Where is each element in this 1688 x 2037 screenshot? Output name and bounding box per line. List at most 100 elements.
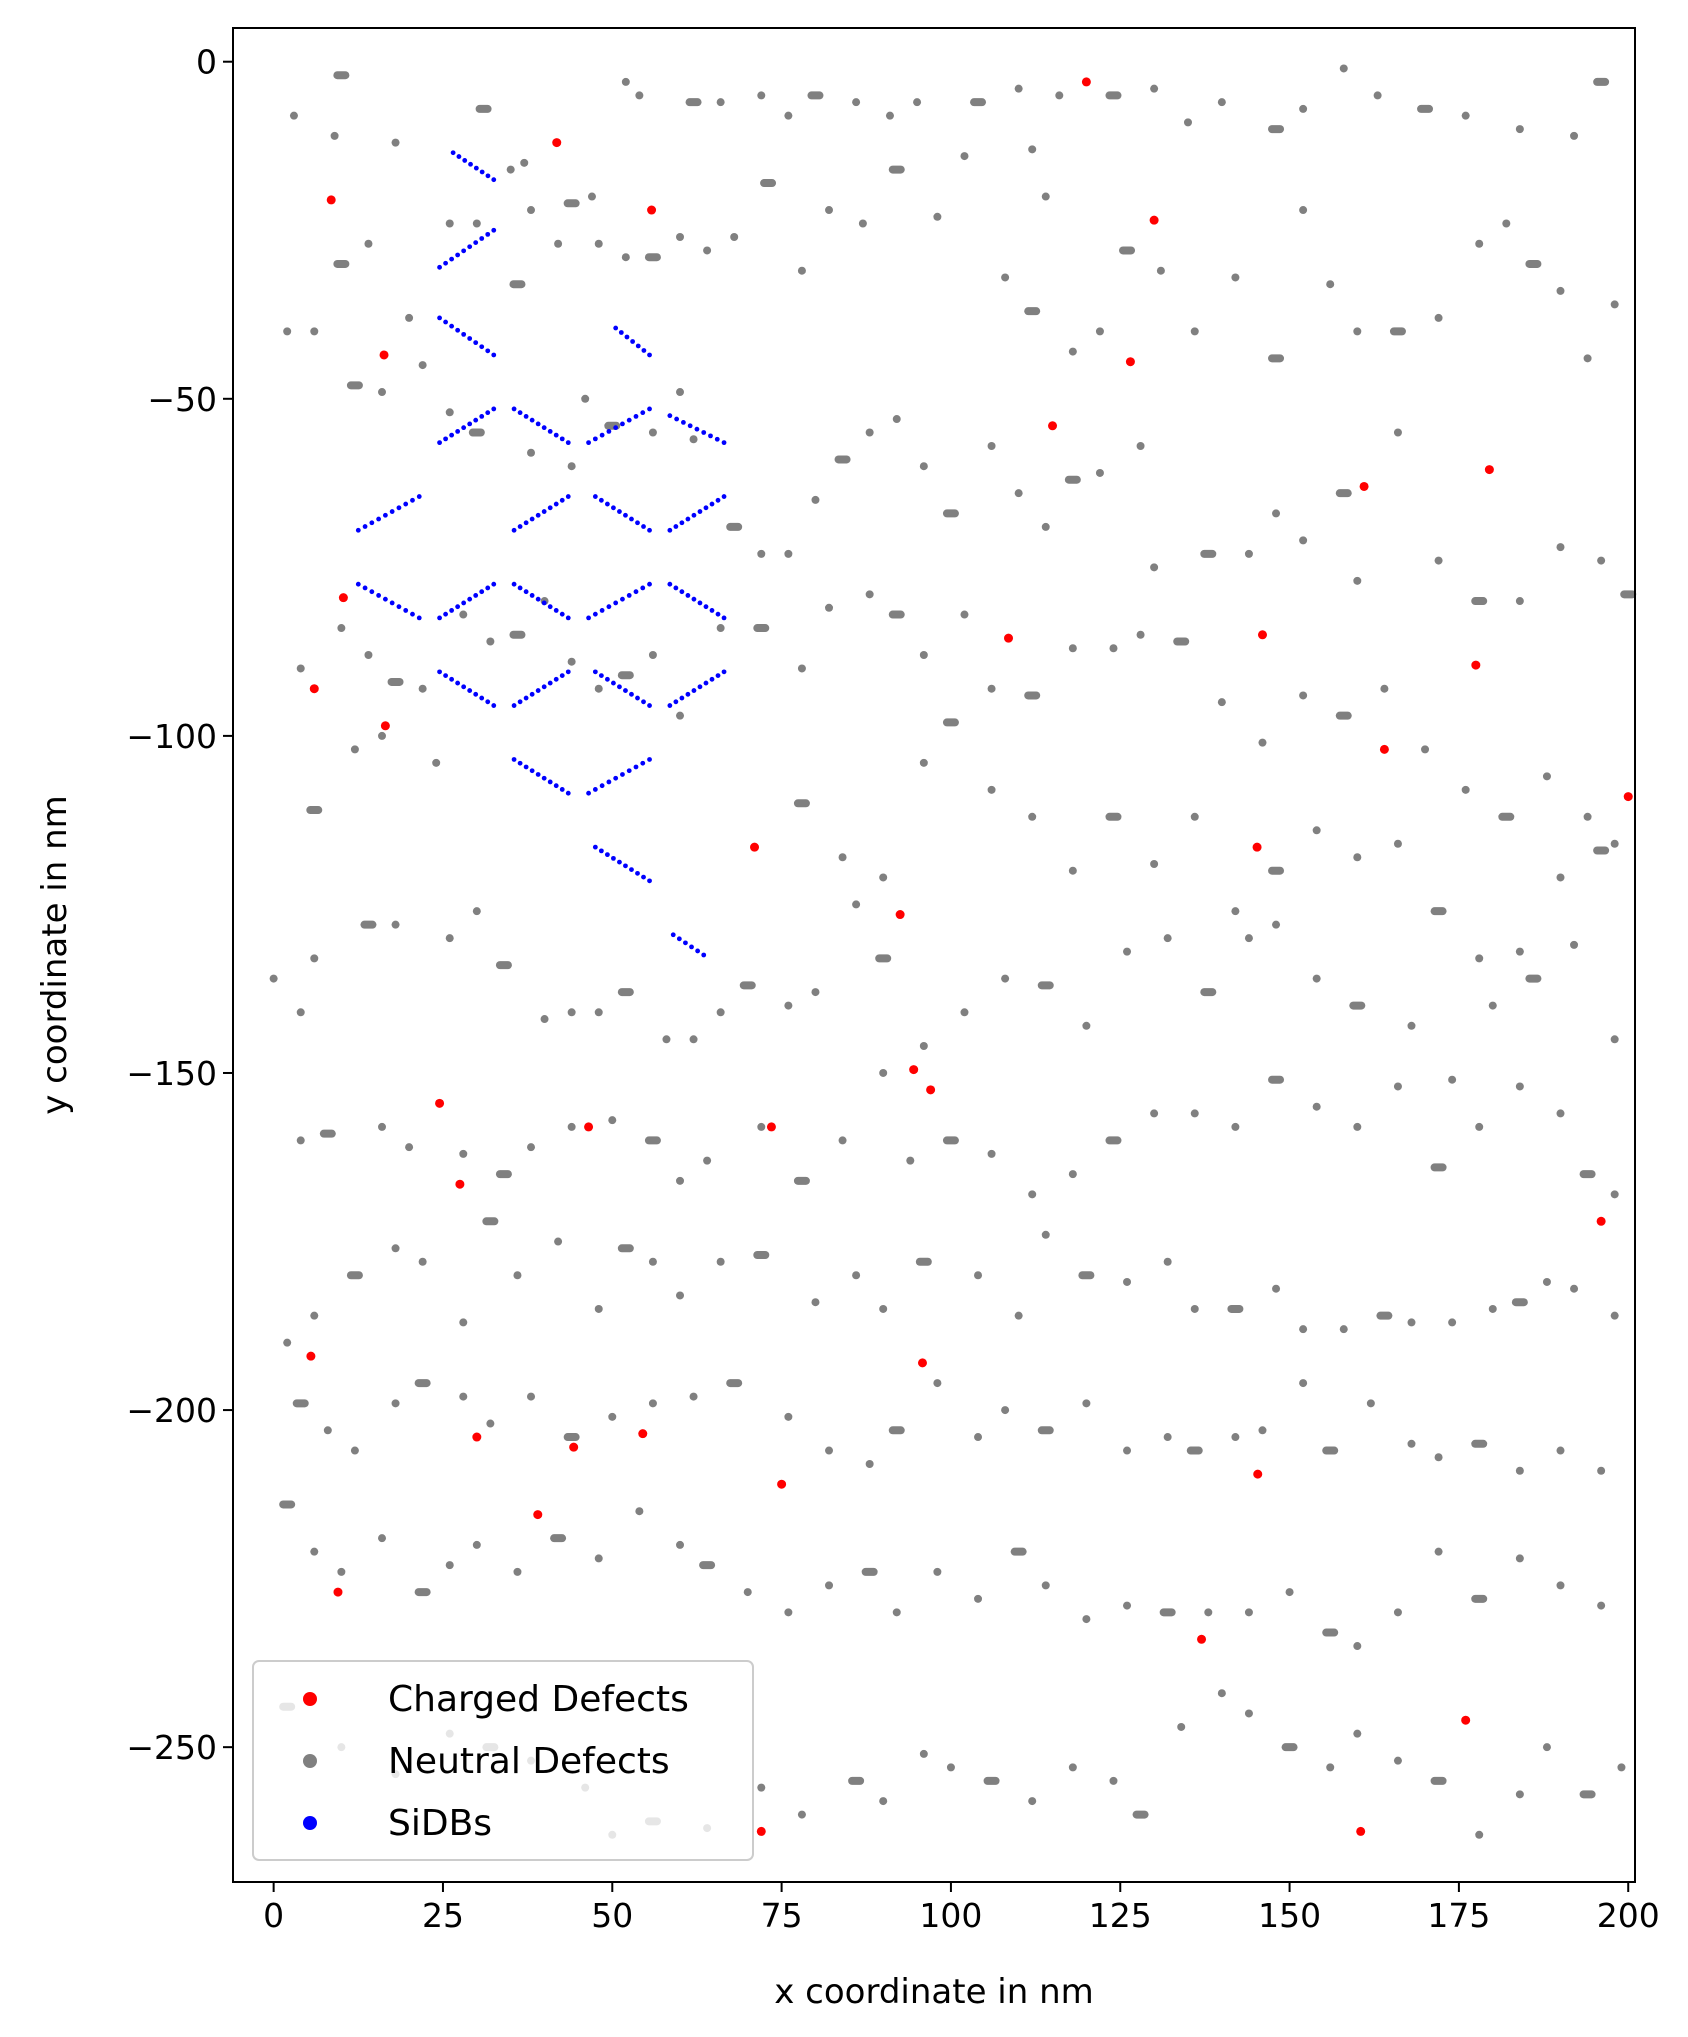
sidb-point	[468, 161, 473, 167]
neutral-defect-point	[1156, 266, 1165, 275]
neutral-defect-point	[1068, 1170, 1077, 1179]
sidb-point	[535, 596, 541, 602]
neutral-defect-point	[337, 1567, 346, 1576]
neutral-defect-point	[784, 1412, 793, 1421]
sidb-point	[461, 331, 467, 337]
neutral-defect-point	[1322, 1446, 1339, 1455]
neutral-defect-point	[879, 873, 888, 882]
charged-defect-point	[379, 350, 389, 360]
sidb-point	[529, 768, 535, 774]
sidb-point	[473, 417, 479, 423]
neutral-defect-point	[662, 1035, 671, 1044]
sidb-point	[517, 585, 523, 591]
neutral-defect-point	[527, 206, 536, 215]
neutral-defect-point	[1272, 1284, 1281, 1293]
charged-defect-point	[455, 1179, 465, 1189]
charged-defect-point	[1253, 1469, 1263, 1479]
sidb-point	[703, 680, 709, 686]
neutral-defect-point	[1231, 1433, 1240, 1442]
neutral-defect-point	[726, 522, 743, 531]
sidb-point	[691, 596, 697, 602]
neutral-defect-point	[495, 1170, 512, 1179]
neutral-defect-point	[974, 1271, 983, 1280]
neutral-defect-point	[1322, 1628, 1339, 1637]
neutral-defect-point	[784, 1001, 793, 1010]
sidb-point	[626, 593, 632, 598]
neutral-defect-point	[784, 549, 793, 558]
neutral-defect-point	[1326, 280, 1335, 289]
neutral-defect-point	[942, 1136, 959, 1145]
neutral-defect-point	[1014, 84, 1023, 93]
neutral-defect-point	[1610, 1190, 1619, 1199]
neutral-defect-point	[865, 1460, 874, 1469]
neutral-defect-point	[648, 428, 657, 437]
sidb-point	[559, 497, 565, 503]
neutral-defect-point	[676, 1291, 685, 1300]
sidb-point	[491, 703, 497, 708]
neutral-defect-point	[852, 900, 861, 909]
sidb-point	[629, 691, 634, 697]
neutral-defect-point	[1475, 239, 1484, 248]
sidb-point	[485, 699, 491, 705]
neutral-defect-point	[1471, 597, 1488, 606]
sidb-point	[437, 615, 442, 621]
neutral-defect-point	[1393, 1756, 1402, 1765]
neutral-defect-point	[418, 1257, 427, 1266]
charged-defect-point	[1149, 215, 1159, 225]
neutral-defect-point	[1393, 1082, 1402, 1091]
sidb-point	[611, 505, 616, 511]
neutral-defect-point	[445, 1561, 454, 1570]
neutral-defect-point	[1028, 145, 1037, 154]
neutral-defect-point	[472, 907, 481, 916]
neutral-defect-point	[414, 1379, 431, 1388]
neutral-defect-point	[1204, 1608, 1213, 1617]
neutral-defect-point	[1109, 1776, 1118, 1785]
neutral-defect-point	[1150, 859, 1159, 868]
neutral-defect-point	[1227, 1304, 1244, 1313]
sidb-point	[611, 855, 616, 861]
neutral-defect-point	[279, 1500, 296, 1509]
sidb-point	[630, 339, 636, 344]
sidb-point	[462, 158, 468, 163]
sidb-point	[604, 501, 610, 507]
sidb-point	[714, 436, 720, 442]
x-tick-label: 125	[1089, 1896, 1152, 1935]
charged-defect-point	[1197, 1634, 1207, 1644]
neutral-defect-point	[1105, 91, 1122, 100]
neutral-defect-point	[296, 664, 305, 673]
sidb-point	[611, 680, 616, 686]
neutral-defect-point	[1312, 974, 1321, 983]
sidb-point	[641, 348, 647, 353]
neutral-defect-point	[346, 1271, 363, 1280]
sidb-point	[695, 948, 701, 954]
neutral-defect-point	[1299, 1379, 1308, 1388]
neutral-defect-point	[360, 920, 377, 929]
sidb-point	[523, 520, 529, 526]
neutral-defect-point	[1041, 522, 1050, 531]
neutral-defect-point	[1217, 1689, 1226, 1698]
neutral-defect-point	[594, 1008, 603, 1017]
sidb-point	[618, 330, 624, 335]
neutral-defect-point	[1299, 691, 1308, 700]
neutral-defect-point	[1349, 1001, 1366, 1010]
neutral-defect-point	[757, 91, 766, 100]
sidb-point	[703, 604, 709, 610]
sidb-point	[529, 691, 535, 697]
sidbs-layer	[355, 150, 727, 958]
sidb-point	[450, 150, 456, 156]
sidb-point	[455, 327, 461, 333]
neutral-defect-point	[1579, 1170, 1596, 1179]
neutral-defect-point	[1078, 1271, 1095, 1280]
neutral-defect-point	[472, 1540, 481, 1549]
neutral-defect-point	[587, 192, 596, 201]
sidb-point	[565, 494, 571, 499]
neutral-defect-point	[1407, 1021, 1416, 1030]
neutral-defect-point	[1448, 1075, 1457, 1084]
neutral-defects-layer	[269, 64, 1637, 1839]
neutral-defect-point	[617, 1244, 634, 1253]
neutral-defect-point	[1028, 812, 1037, 821]
neutral-defect-point	[378, 1122, 387, 1131]
neutral-defect-point	[807, 91, 824, 100]
charged-defect-point	[777, 1479, 787, 1489]
